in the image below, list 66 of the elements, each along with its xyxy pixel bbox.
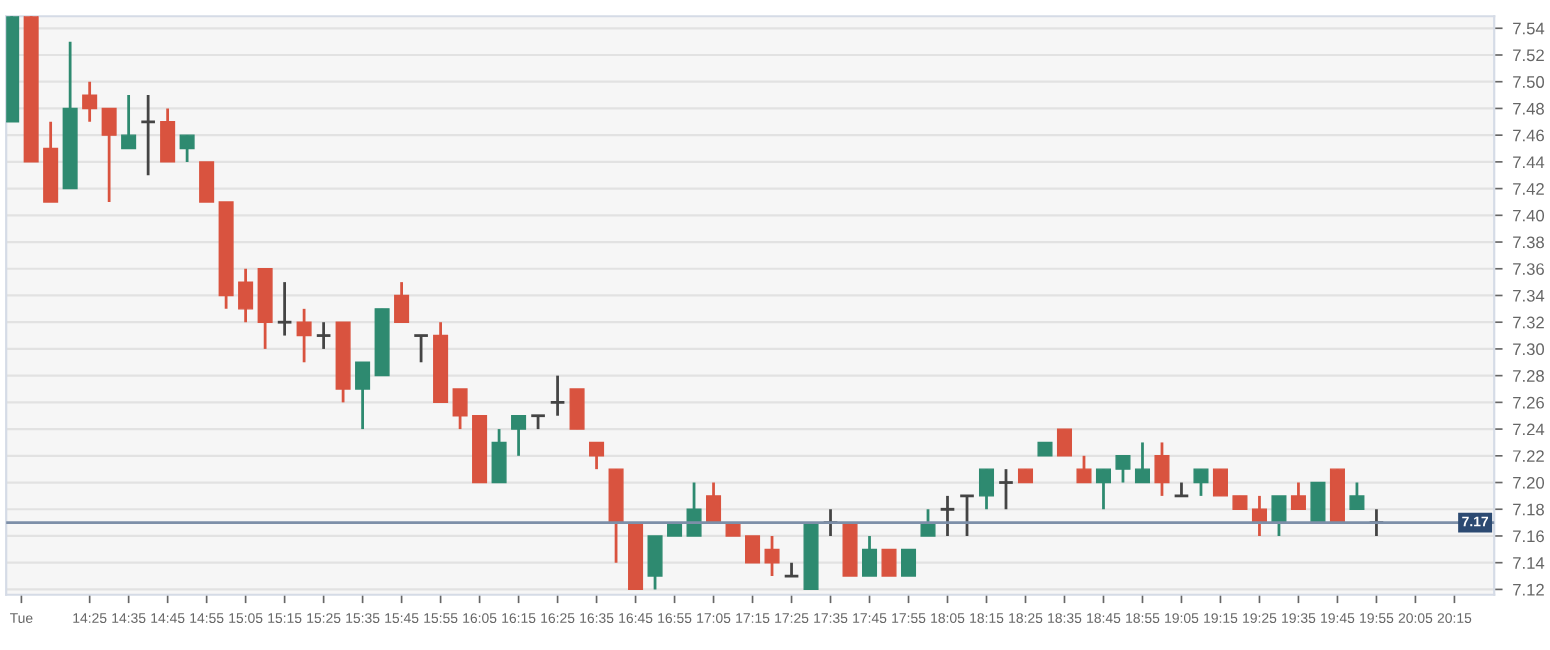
- candlestick: [764, 534, 780, 578]
- y-tick-label: 7.14: [1513, 557, 1545, 569]
- candlestick: [920, 507, 936, 538]
- candlestick: [706, 481, 722, 524]
- y-tick-label: 7.38: [1513, 236, 1544, 249]
- y-tick-label: 7.30: [1513, 343, 1545, 356]
- y-tick-label: 7.54: [1513, 22, 1545, 35]
- candlestick: [958, 494, 976, 538]
- candlestick: [491, 427, 507, 484]
- candlestick: [1095, 467, 1112, 511]
- y-tick-label: 7.18: [1513, 503, 1544, 516]
- y-tick-label: 7.44: [1513, 156, 1545, 168]
- candlestick: [179, 133, 195, 164]
- y-tick-label: 7.50: [1513, 76, 1545, 88]
- y-tick-label: 7.52: [1513, 49, 1544, 62]
- y-tick-label: 7.26: [1513, 396, 1544, 409]
- candlestick: [511, 414, 527, 458]
- y-tick-label: 7.34: [1513, 289, 1545, 302]
- candlestick: [861, 534, 878, 578]
- y-tick-label: 7.42: [1513, 183, 1544, 195]
- y-tick-label: 7.20: [1513, 476, 1545, 489]
- candlestick: [276, 280, 293, 337]
- candlestick: [881, 548, 897, 577]
- y-tick-label: 7.46: [1513, 129, 1544, 142]
- candlestick: [1290, 481, 1306, 511]
- candlestick: [549, 374, 566, 418]
- candlestick: [647, 534, 663, 591]
- candlestick: [355, 360, 371, 431]
- y-tick-label: 7.32: [1513, 316, 1544, 329]
- y-tick-label: 7.48: [1513, 102, 1544, 115]
- y-tick-label: 7.22: [1513, 450, 1544, 462]
- y-tick-label: 7.16: [1513, 530, 1544, 543]
- y-tick-label: 7.12: [1513, 583, 1544, 596]
- candlestick: [997, 467, 1015, 511]
- candlestick: [139, 93, 157, 177]
- y-tick-label: 7.36: [1513, 263, 1544, 275]
- candlestick: [412, 334, 430, 364]
- candlestick: [1271, 494, 1287, 538]
- candlestick: [238, 267, 254, 324]
- y-tick-label: 7.40: [1513, 209, 1545, 222]
- candlestick: [1115, 454, 1131, 484]
- y-tick-label: 7.24: [1513, 423, 1545, 436]
- candlestick: [939, 494, 956, 538]
- candlestick: [452, 387, 468, 431]
- candlestick: [1056, 428, 1073, 457]
- candlestick: [1134, 441, 1151, 484]
- candlestick: [101, 107, 117, 204]
- candlestick: [745, 535, 761, 564]
- candlestick: [296, 307, 312, 364]
- candlestick: [394, 280, 410, 324]
- candlestick: [1310, 481, 1326, 524]
- candlestick: [1076, 454, 1092, 484]
- candlestick: [82, 80, 98, 124]
- y-tick-label: 7.28: [1513, 370, 1544, 382]
- candlestick: [160, 107, 176, 164]
- candlestick: [199, 161, 215, 203]
- candlestick: [1154, 441, 1170, 498]
- candlestick: [978, 467, 995, 511]
- candlestick: [315, 320, 332, 351]
- candlestick: [1193, 467, 1209, 498]
- candlestick: [589, 441, 605, 471]
- candlestick: [121, 93, 137, 150]
- candlestick: [1212, 467, 1228, 498]
- candlestick: [900, 548, 917, 577]
- candlestick: [1349, 481, 1365, 511]
- candlestick: [569, 388, 585, 430]
